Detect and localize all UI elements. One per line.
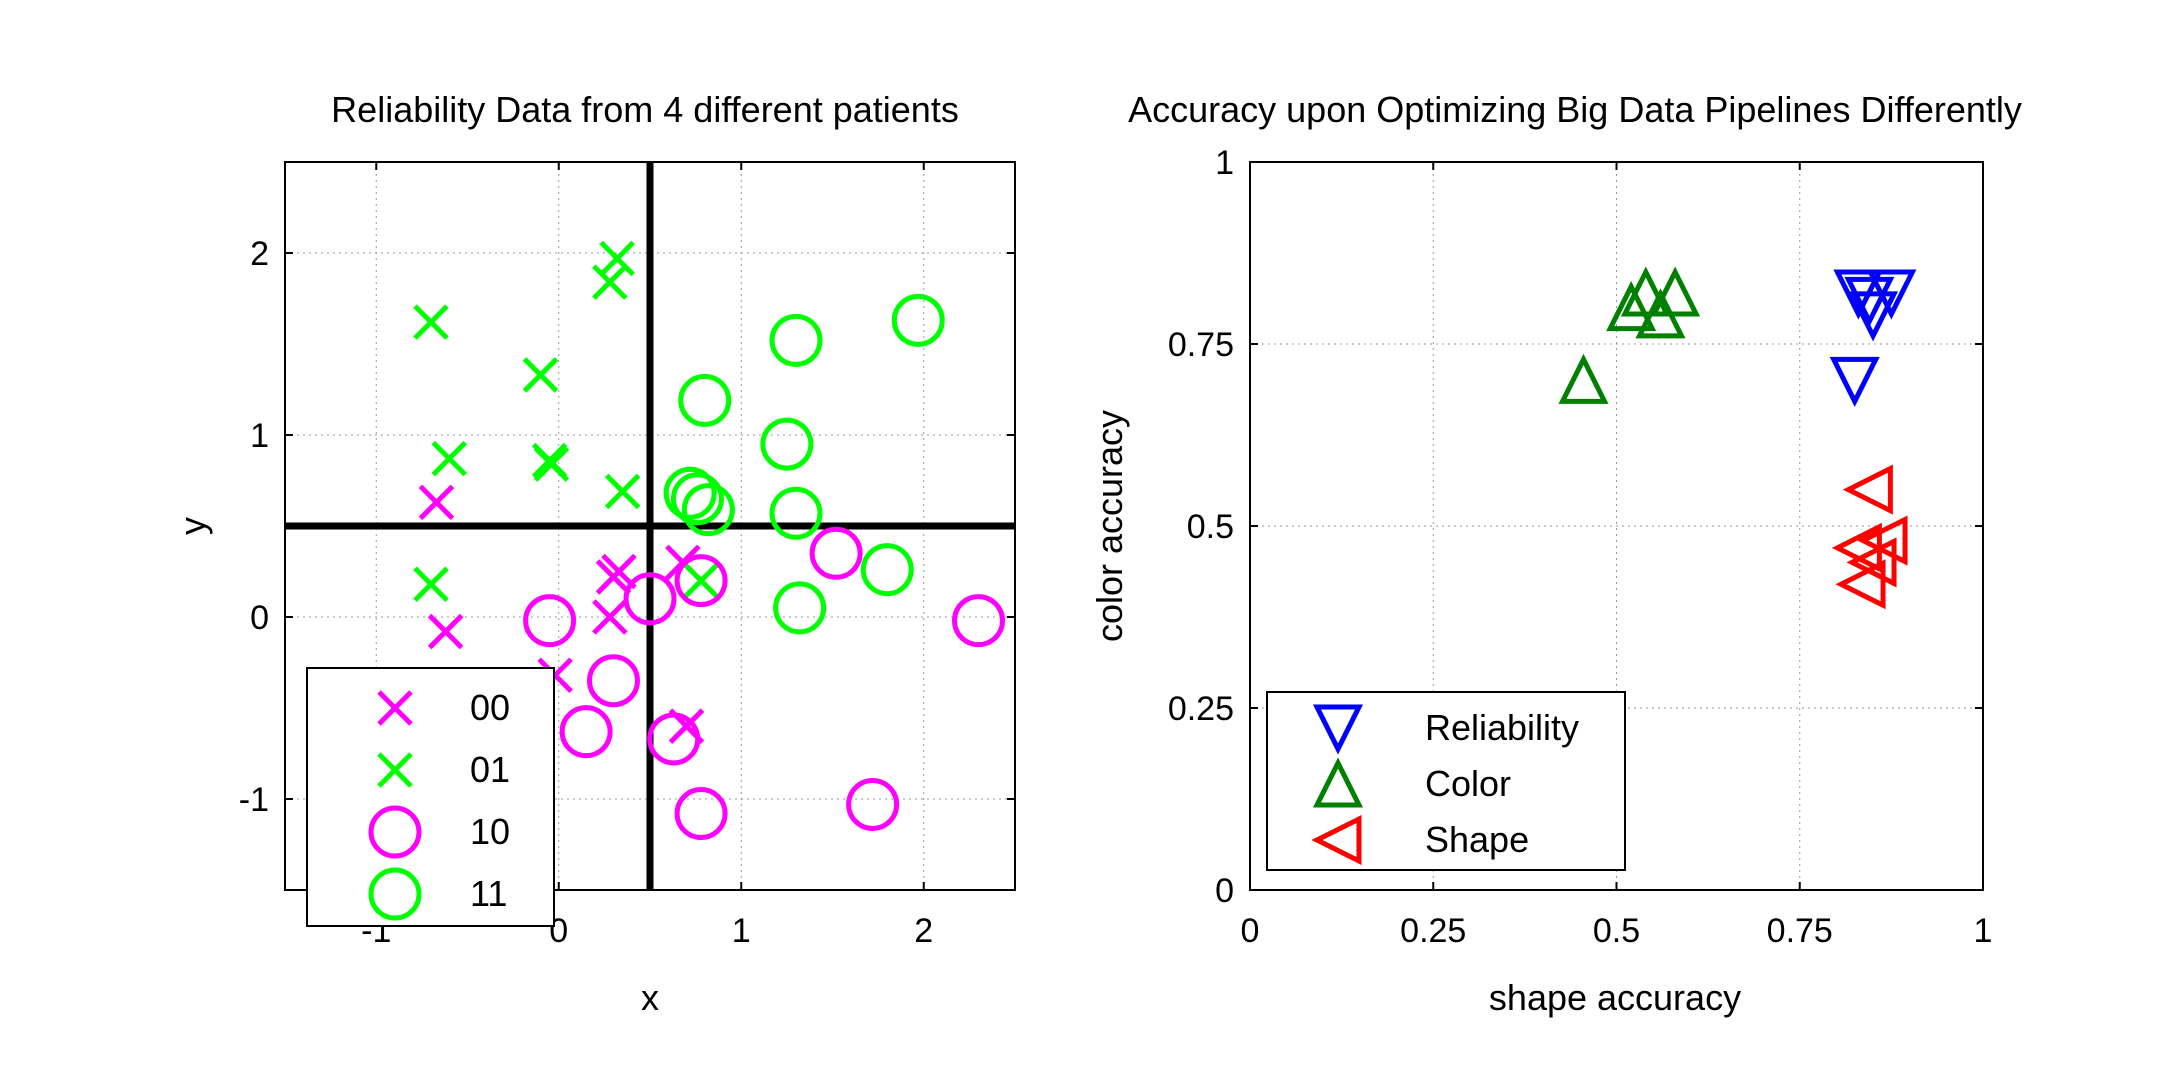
data-point-10	[846, 777, 900, 831]
data-point-color	[1620, 266, 1671, 317]
data-point-color	[1606, 281, 1657, 332]
left-scatter-plot: Reliability Data from 4 different patien…	[172, 89, 1016, 1018]
x-tick-label: 1	[732, 912, 751, 950]
left-x-axis-label: x	[641, 977, 659, 1018]
legend-marker-01	[377, 752, 413, 788]
right-legend: Reliability Color Shape	[1266, 691, 1626, 871]
data-point-11	[678, 373, 732, 427]
data-point-11	[760, 417, 814, 471]
data-point-11	[670, 472, 724, 526]
data-point-00	[418, 484, 455, 521]
legend-marker-color	[1312, 757, 1364, 808]
data-point-10	[674, 554, 728, 608]
legend-label: 11	[470, 873, 507, 914]
data-point-01	[431, 440, 468, 477]
data-point-01	[533, 446, 570, 482]
data-point-01	[604, 473, 641, 510]
left-y-axis-label: y	[172, 517, 213, 535]
left-legend: 00 01 10 11	[306, 667, 555, 927]
data-point-01	[592, 264, 628, 300]
legend-box	[306, 667, 555, 927]
data-point-10	[809, 526, 863, 580]
data-point-11	[769, 486, 823, 540]
legend-marker-11	[368, 867, 422, 921]
data-point-shape	[1835, 559, 1886, 610]
data-point-00	[592, 599, 628, 635]
data-point-01	[599, 240, 635, 277]
y-tick-label: 0.5	[1187, 508, 1234, 546]
y-tick-label: 1	[250, 417, 269, 455]
data-point-01	[413, 304, 449, 340]
x-tick-label: 0	[1241, 912, 1260, 950]
right-tick-labels: 0 0.25 0.5 0.75 1 0 0.25 0.5 0.75 1	[1168, 144, 1993, 950]
data-point-10	[587, 654, 640, 708]
data-point-11	[769, 313, 823, 367]
data-point-11	[681, 483, 735, 537]
y-tick-label: 1	[1215, 144, 1234, 182]
data-point-10	[623, 572, 677, 626]
left-axes-frame	[284, 161, 1016, 891]
legend-label: Reliability	[1425, 707, 1579, 748]
data-point-01	[413, 566, 449, 603]
data-point-10	[559, 705, 613, 759]
legend-label: Shape	[1425, 819, 1529, 860]
right-x-axis-label: shape accuracy	[1489, 977, 1741, 1018]
x-tick-label: 0.5	[1593, 912, 1640, 950]
x-tick-label: 0.25	[1400, 912, 1466, 950]
left-data-marks	[285, 162, 1015, 890]
right-data-marks	[1558, 266, 1917, 610]
legend-marker-00	[377, 690, 413, 726]
data-point-shape	[1846, 537, 1897, 588]
data-point-10	[952, 594, 1005, 648]
y-tick-label: -1	[239, 781, 269, 819]
data-point-01	[522, 357, 559, 393]
legend-label: 10	[470, 811, 510, 852]
data-point-10	[647, 712, 701, 766]
y-tick-label: 0.25	[1168, 690, 1234, 728]
legend-label: Color	[1425, 763, 1511, 804]
legend-marker-10	[368, 805, 422, 859]
data-point-reliability	[1848, 291, 1899, 342]
data-point-color	[1558, 353, 1609, 404]
data-point-11	[663, 466, 717, 520]
legend-label: 00	[470, 687, 510, 728]
data-point-color	[1650, 266, 1701, 317]
legend-marker-reliability	[1312, 704, 1364, 755]
data-point-11	[891, 293, 945, 347]
y-tick-label: 2	[250, 235, 269, 273]
right-chart-title: Accuracy upon Optimizing Big Data Pipeli…	[1128, 89, 2022, 130]
legend-label: 01	[470, 749, 510, 790]
data-point-10	[674, 787, 728, 841]
data-point-11	[860, 543, 914, 597]
data-point-reliability	[1844, 276, 1895, 327]
data-point-00	[427, 613, 464, 650]
data-point-01	[683, 562, 719, 599]
y-tick-label: 0	[1215, 872, 1234, 910]
data-point-11	[773, 581, 827, 635]
x-tick-label: 1	[1974, 912, 1993, 950]
data-point-shape	[1857, 515, 1908, 566]
data-point-10	[523, 594, 577, 648]
x-tick-label: 0.75	[1767, 912, 1833, 950]
x-tick-label: 2	[914, 912, 933, 950]
right-y-axis-label: color accuracy	[1089, 410, 1130, 642]
right-scatter-plot: Accuracy upon Optimizing Big Data Pipeli…	[1089, 89, 2022, 1018]
y-tick-label: 0	[250, 599, 269, 637]
left-chart-title: Reliability Data from 4 different patien…	[331, 89, 959, 130]
data-point-color	[1635, 288, 1686, 339]
legend-marker-shape	[1311, 814, 1362, 866]
y-tick-label: 0.75	[1168, 326, 1234, 364]
data-point-reliability	[1829, 356, 1880, 407]
data-point-shape	[1842, 464, 1893, 515]
